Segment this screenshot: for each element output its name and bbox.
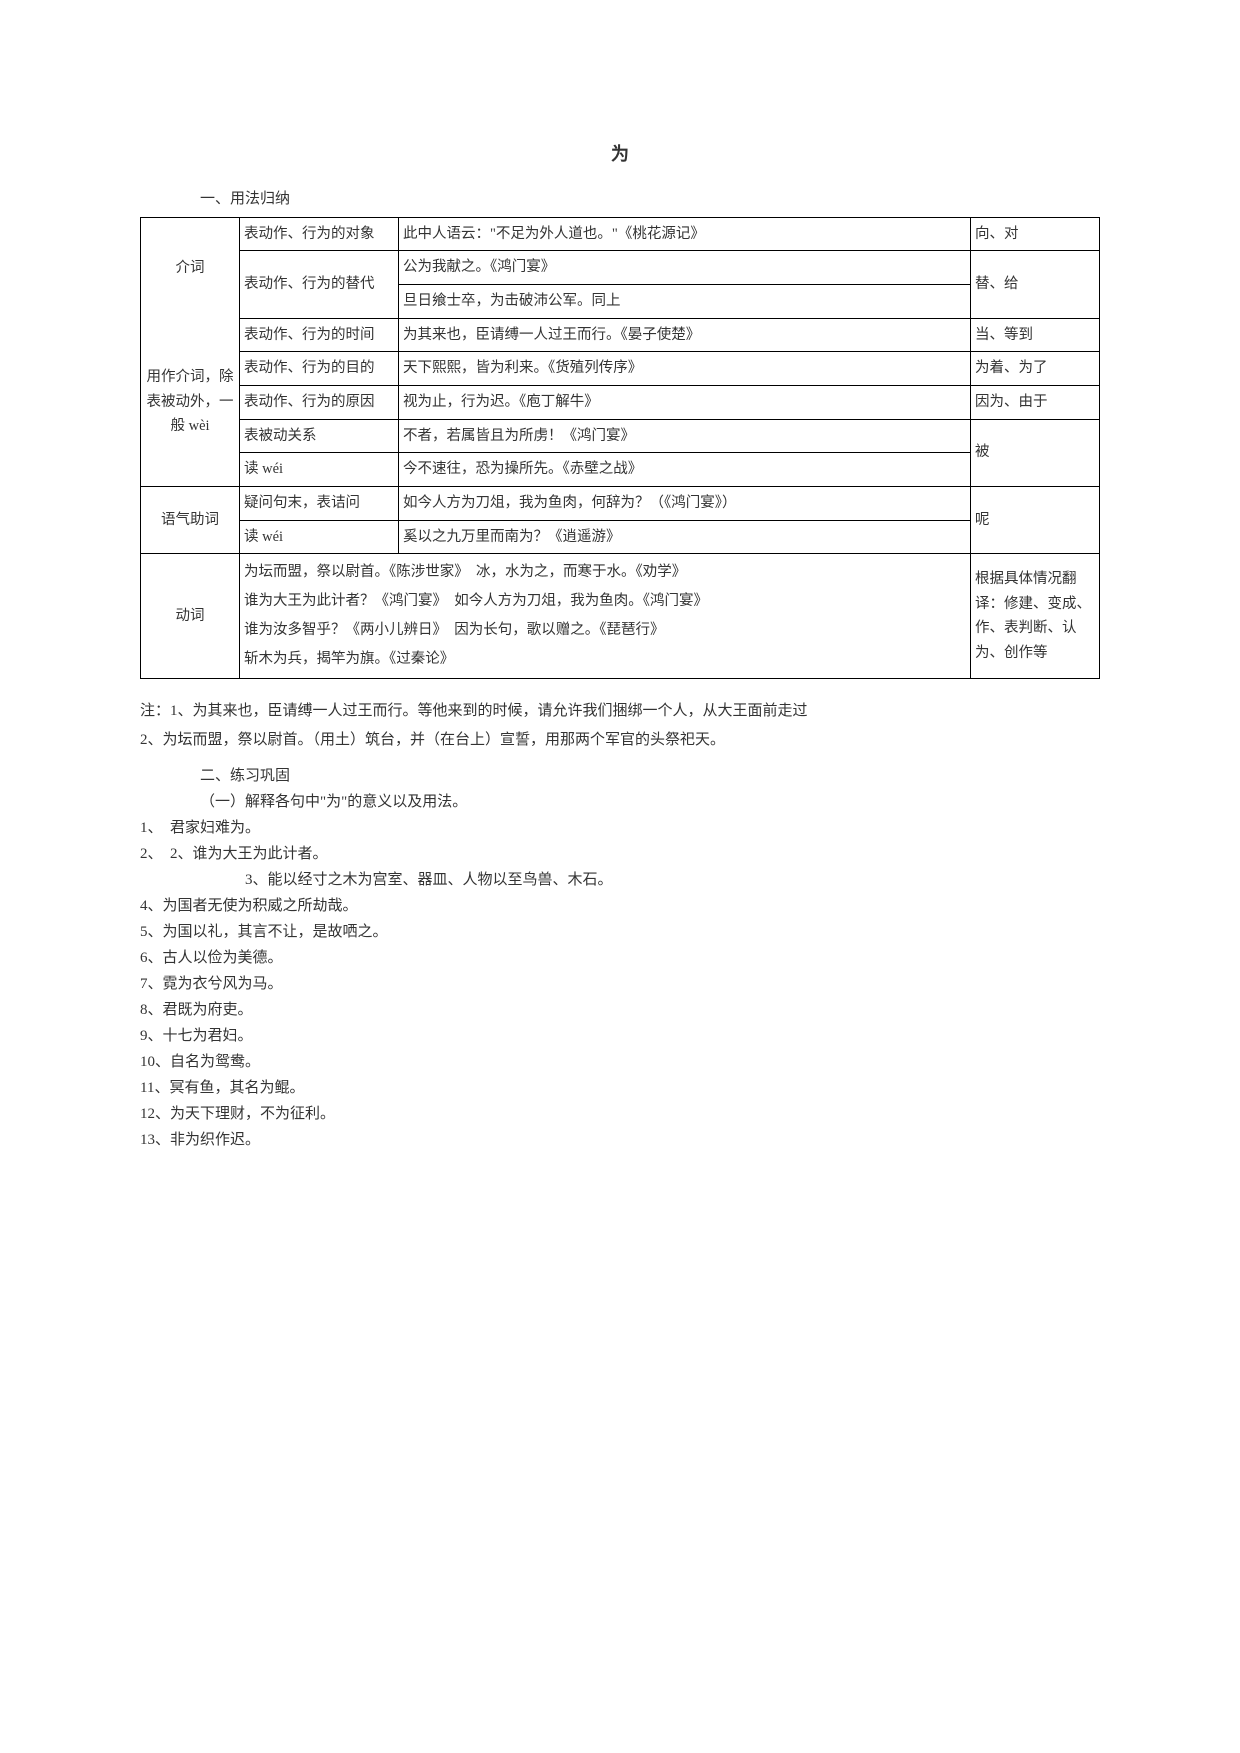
cell-example: 此中人语云："不足为外人道也。"《桃花源记》 [399,217,971,251]
exercise-item: 10、自名为鸳鸯。 [140,1050,1100,1074]
cell-example: 天下熙熙，皆为利来。《货殖列传序》 [399,352,971,386]
notes-block: 注：1、为其来也，臣请缚一人过王而行。等他来到的时候，请允许我们捆绑一个人，从大… [140,697,1100,754]
particle-header: 语气助词 [141,486,240,553]
prep-header-a: 介词 [141,217,240,318]
table-row: 表动作、行为的原因 视为止，行为迟。《庖丁解牛》 因为、由于 [141,386,1100,420]
note-line: 2、为坛而盟，祭以尉首。（用土）筑台，并（在台上）宣誓，用那两个军官的头祭祀天。 [140,726,1100,755]
exercise-item: 3、能以经寸之木为宫室、器皿、人物以至鸟兽、木石。 [200,868,1100,892]
exercise-item: 4、为国者无使为积威之所劫哉。 [140,894,1100,918]
table-row: 表动作、行为的目的 天下熙熙，皆为利来。《货殖列传序》 为着、为了 [141,352,1100,386]
cell-example: 视为止，行为迟。《庖丁解牛》 [399,386,971,420]
table-row: 介词 表动作、行为的对象 此中人语云："不足为外人道也。"《桃花源记》 向、对 [141,217,1100,251]
exercise-item: 12、为天下理财，不为征利。 [140,1102,1100,1126]
table-row: 动词 为坛而盟，祭以尉首。《陈涉世家》 冰，水为之，而寒于水。《劝学》 谁为大王… [141,554,1100,679]
exercise-item: 8、君既为府吏。 [140,998,1100,1022]
verb-meaning: 根据具体情况翻译：修建、变成、作、表判断、认为、创作等 [971,554,1100,679]
verb-header: 动词 [141,554,240,679]
cell-meaning: 向、对 [971,217,1100,251]
prep-header-b: 用作介词，除表被动外，一般 wèi [141,318,240,486]
usage-table: 介词 表动作、行为的对象 此中人语云："不足为外人道也。"《桃花源记》 向、对 … [140,217,1100,679]
exercise-item: 11、冥有鱼，其名为鲲。 [140,1076,1100,1100]
table-row: 语气助词 疑问句末，表诘问 如今人方为刀俎，我为鱼肉，何辞为？（《鸿门宴》） 呢 [141,486,1100,520]
cell-example: 如今人方为刀俎，我为鱼肉，何辞为？（《鸿门宴》） [399,486,971,520]
exercise-item: 7、霓为衣兮风为马。 [140,972,1100,996]
cell-usage: 疑问句末，表诘问 [240,486,399,520]
cell-meaning: 当、等到 [971,318,1100,352]
cell-usage: 表动作、行为的替代 [240,251,399,318]
exercise-item: 13、非为织作迟。 [140,1128,1100,1152]
exercise-item: 1、 君家妇难为。 [140,816,1100,840]
table-row: 表被动关系 不者，若属皆且为所虏！《鸿门宴》 被 [141,419,1100,453]
cell-example: 今不速往，恐为操所先。《赤壁之战》 [399,453,971,487]
cell-example: 奚以之九万里而南为？《逍遥游》 [399,520,971,554]
cell-usage: 读 wéi [240,453,399,487]
cell-example: 公为我献之。《鸿门宴》 [399,251,971,285]
cell-meaning: 为着、为了 [971,352,1100,386]
cell-usage: 表动作、行为的原因 [240,386,399,420]
note-line: 注：1、为其来也，臣请缚一人过王而行。等他来到的时候，请允许我们捆绑一个人，从大… [140,697,1100,726]
cell-meaning: 替、给 [971,251,1100,318]
cell-example: 旦日飨士卒，为击破沛公军。同上 [399,285,971,319]
cell-example: 不者，若属皆且为所虏！《鸿门宴》 [399,419,971,453]
exercise-item: 5、为国以礼，其言不让，是故哂之。 [140,920,1100,944]
cell-usage: 表动作、行为的目的 [240,352,399,386]
cell-meaning: 被 [971,419,1100,486]
section2-sub: （一）解释各句中"为"的意义以及用法。 [200,790,1100,814]
verb-examples: 为坛而盟，祭以尉首。《陈涉世家》 冰，水为之，而寒于水。《劝学》 谁为大王为此计… [240,554,971,679]
page-title: 为 [140,140,1100,169]
table-row: 读 wéi 奚以之九万里而南为？《逍遥游》 [141,520,1100,554]
cell-usage: 读 wéi [240,520,399,554]
table-row: 用作介词，除表被动外，一般 wèi 表动作、行为的时间 为其来也，臣请缚一人过王… [141,318,1100,352]
cell-example: 为其来也，臣请缚一人过王而行。《晏子使楚》 [399,318,971,352]
cell-meaning: 呢 [971,486,1100,553]
cell-usage: 表动作、行为的时间 [240,318,399,352]
table-row: 表动作、行为的替代 公为我献之。《鸿门宴》 替、给 [141,251,1100,285]
table-row: 读 wéi 今不速往，恐为操所先。《赤壁之战》 [141,453,1100,487]
cell-meaning: 因为、由于 [971,386,1100,420]
section2-heading: 二、练习巩固 [200,764,1100,788]
cell-usage: 表动作、行为的对象 [240,217,399,251]
cell-usage: 表被动关系 [240,419,399,453]
exercise-item: 9、十七为君妇。 [140,1024,1100,1048]
section1-heading: 一、用法归纳 [200,187,1100,211]
exercise-item: 6、古人以俭为美德。 [140,946,1100,970]
exercise-item: 2、 2、谁为大王为此计者。 [140,842,1100,866]
